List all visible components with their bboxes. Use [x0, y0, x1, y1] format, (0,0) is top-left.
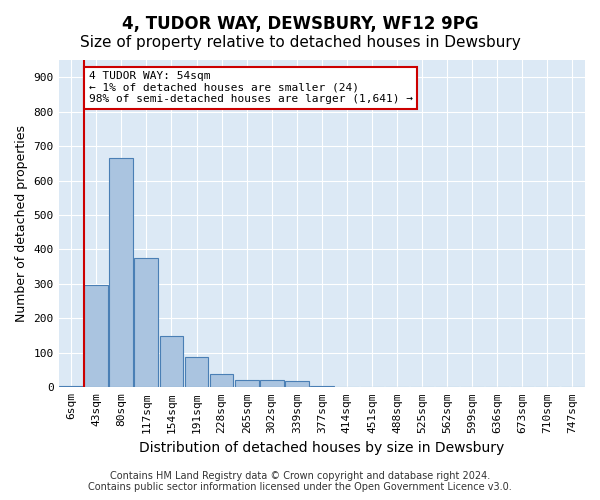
Bar — [310, 386, 334, 388]
Y-axis label: Number of detached properties: Number of detached properties — [15, 125, 28, 322]
Bar — [260, 380, 284, 388]
Bar — [134, 258, 158, 388]
Text: 4 TUDOR WAY: 54sqm
← 1% of detached houses are smaller (24)
98% of semi-detached: 4 TUDOR WAY: 54sqm ← 1% of detached hous… — [89, 71, 413, 104]
Bar — [109, 158, 133, 388]
X-axis label: Distribution of detached houses by size in Dewsbury: Distribution of detached houses by size … — [139, 441, 505, 455]
Bar — [59, 386, 83, 388]
Text: Size of property relative to detached houses in Dewsbury: Size of property relative to detached ho… — [80, 35, 520, 50]
Bar — [160, 336, 184, 388]
Bar — [285, 381, 308, 388]
Text: Contains HM Land Registry data © Crown copyright and database right 2024.
Contai: Contains HM Land Registry data © Crown c… — [88, 471, 512, 492]
Text: 4, TUDOR WAY, DEWSBURY, WF12 9PG: 4, TUDOR WAY, DEWSBURY, WF12 9PG — [122, 15, 478, 33]
Bar — [185, 357, 208, 388]
Bar — [85, 284, 108, 388]
Bar — [209, 374, 233, 388]
Bar — [235, 380, 259, 388]
